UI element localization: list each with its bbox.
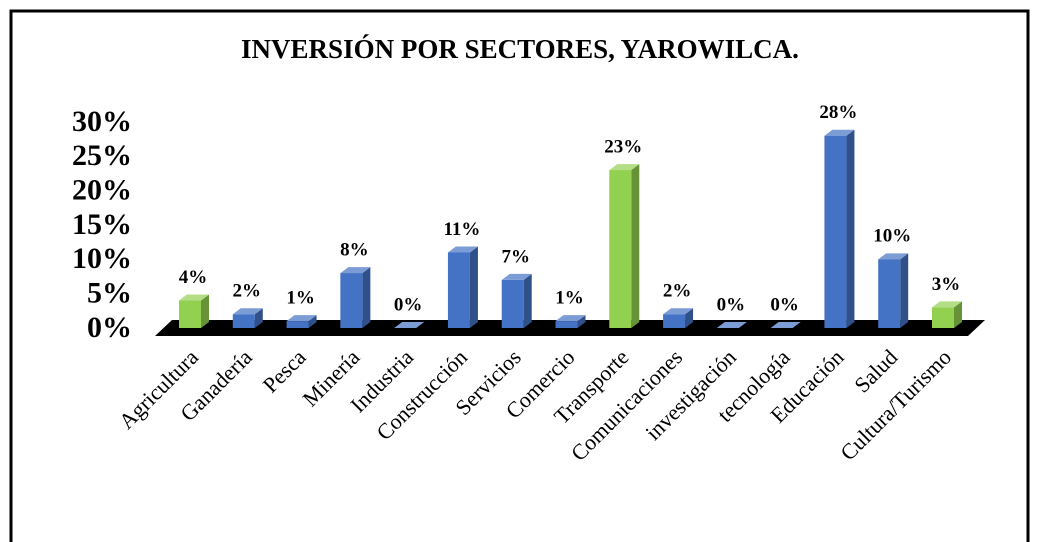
bar [878,259,901,328]
bar-side [577,315,586,328]
bar-top [824,129,855,136]
bar-side [308,315,317,328]
bar-side [362,267,371,328]
bar-top [878,253,909,260]
bar-top [609,164,640,171]
y-tick-label: 25% [72,139,132,172]
bar-top [932,301,962,308]
bar-side [846,129,855,328]
value-label: 8% [340,239,369,260]
bar-side [523,273,532,328]
bar-top [716,322,747,328]
bar-top [555,315,586,322]
value-label: 23% [604,136,642,157]
bar-side [469,246,478,328]
y-tick-label: 15% [72,208,132,241]
value-label: 1% [555,287,584,308]
bar [447,252,470,328]
value-label: 11% [443,219,480,240]
y-tick-label: 30% [72,105,132,138]
bar [609,170,632,328]
bar [501,279,524,328]
value-label: 0% [394,294,423,315]
bar [824,135,847,328]
bar-side [685,308,694,328]
chart-title: INVERSIÓN POR SECTORES, YAROWILCA. [241,34,799,64]
bar-top [232,308,263,315]
y-tick-label: 20% [72,174,132,207]
value-label: 7% [501,246,530,267]
y-tick-label: 0% [87,311,132,344]
value-label: 4% [179,267,208,288]
value-label: 1% [286,287,315,308]
bar [286,321,309,328]
bar-top [340,267,371,274]
value-label: 3% [932,274,961,295]
bar-top [447,246,478,253]
value-label: 0% [717,294,746,315]
bar [932,307,954,328]
value-label: 10% [873,226,911,247]
bar [340,273,363,328]
bar-side [201,294,209,328]
bar-side [254,308,263,328]
value-label: 0% [770,294,799,315]
bar-top [663,308,694,315]
bar [179,300,201,328]
y-tick-label: 5% [87,277,132,310]
bar [663,314,686,328]
bar-side [900,253,909,328]
bar-side [631,164,640,328]
bar-side [954,301,962,328]
bar-top [770,322,801,328]
bar [232,314,255,328]
bar-top [286,315,317,322]
value-label: 28% [819,102,857,123]
bar [555,321,578,328]
y-tick-label: 10% [72,242,132,275]
bar-top [394,322,425,328]
value-label: 2% [663,281,692,302]
value-label: 2% [233,281,262,302]
bar-top [179,294,209,301]
bar-top [501,273,532,280]
